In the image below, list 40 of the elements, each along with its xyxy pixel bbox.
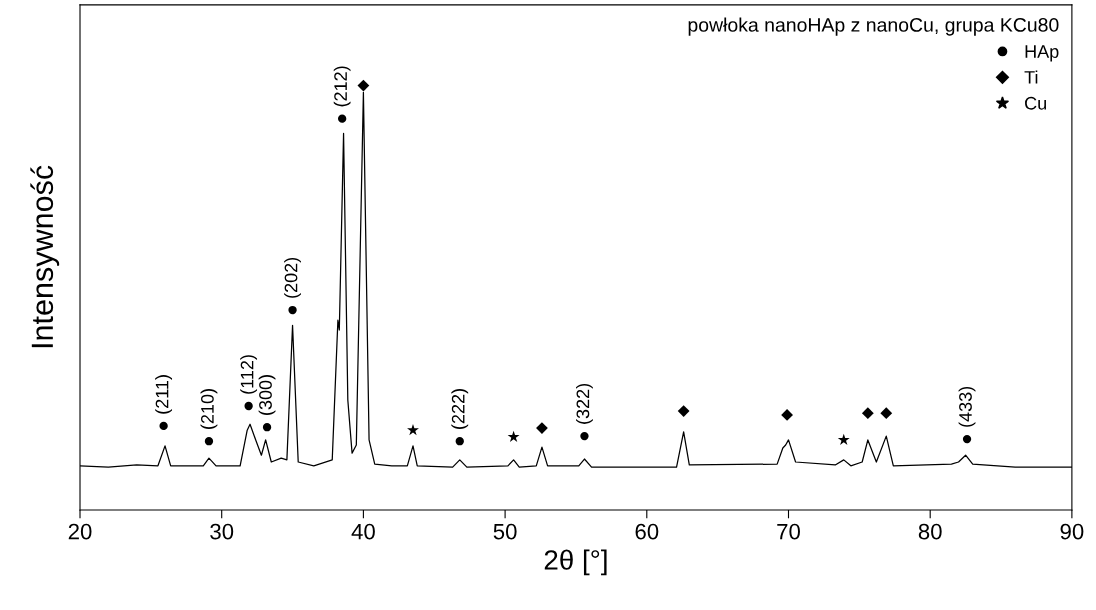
annotation: (211) <box>155 375 173 414</box>
x-tick-label: 90 <box>1060 523 1084 540</box>
x-tick-label: 50 <box>493 523 517 540</box>
point <box>204 437 214 446</box>
point <box>244 401 253 411</box>
x-tick-label: 20 <box>68 523 92 540</box>
annotation: (210) <box>200 389 218 429</box>
annotation: (433) <box>958 386 976 427</box>
legend-label: HAp <box>1025 45 1059 62</box>
x-tick-label: 30 <box>210 523 234 540</box>
annotation: (202) <box>284 257 301 298</box>
legend-title: powłoka nanoHAp z nanoCu, grupa KCu80 <box>688 17 1059 36</box>
point <box>337 114 347 123</box>
point <box>677 405 690 417</box>
annotation: (300) <box>258 375 276 415</box>
point <box>580 431 589 441</box>
x-tick-label: 80 <box>918 523 942 540</box>
point <box>159 421 168 431</box>
point <box>507 430 520 443</box>
annotation: (212) <box>333 66 351 107</box>
point <box>880 407 893 420</box>
point <box>262 423 272 432</box>
legend-label: Ti <box>1024 70 1038 84</box>
x-tick-label: 60 <box>635 523 659 540</box>
legend-label: Cu <box>1025 96 1047 110</box>
point <box>962 434 972 444</box>
point <box>781 408 793 421</box>
annotation: (112) <box>240 355 258 394</box>
point <box>455 437 464 446</box>
annotation: (222) <box>451 389 469 429</box>
x-tick-label: 70 <box>777 523 800 540</box>
x-tick-label: 40 <box>351 523 375 540</box>
x-axis-title: 2θ [°] <box>544 549 607 576</box>
point <box>288 305 297 315</box>
y-axis-title: Intensywność <box>30 165 60 348</box>
point <box>407 423 419 436</box>
point <box>837 433 850 445</box>
annotation: (322) <box>576 383 593 424</box>
point <box>861 407 874 420</box>
point <box>357 79 370 92</box>
